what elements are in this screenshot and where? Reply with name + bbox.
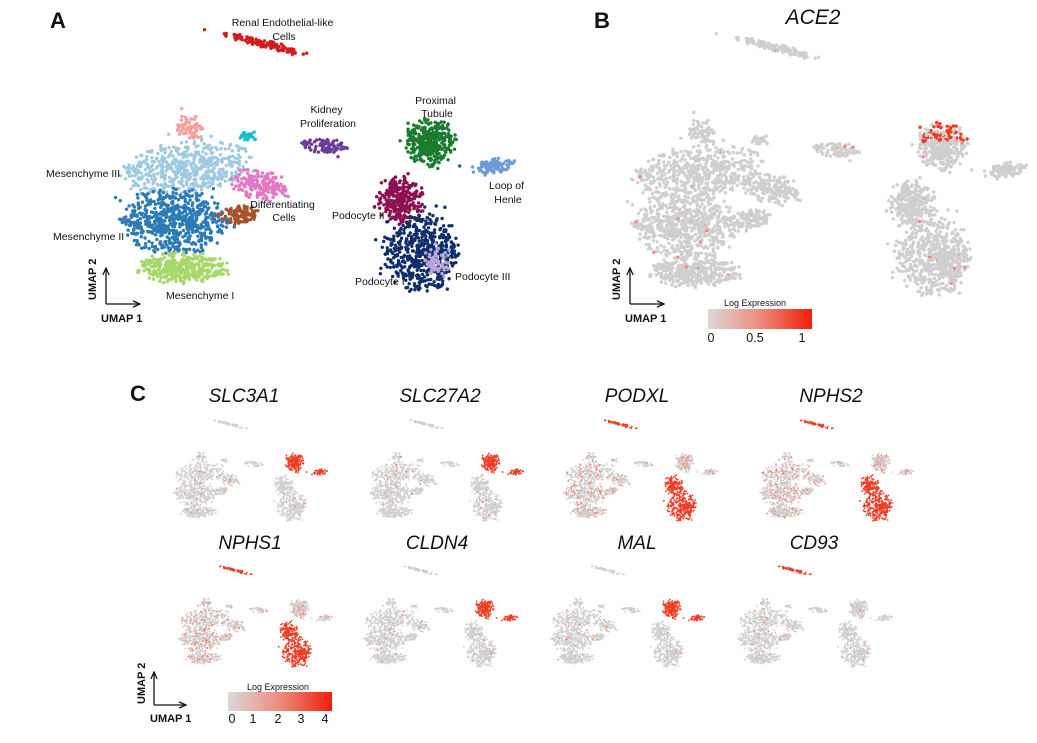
panel-b-legend-colorbar [708,309,812,329]
panel-b-legend: Log Expression 0 0.5 1 [708,298,812,345]
cluster-label-renal: Renal Endothelial-like Cells [232,17,336,43]
panel-b-legend-tick-2: 1 [799,331,806,345]
gene-title-slc3a1: SLC3A1 [209,386,280,407]
cluster-label-podocyte-ii: Podocyte II [332,210,385,222]
panel-b-expression-points [625,32,1029,297]
feature-plot-nphs2 [759,419,915,522]
panel-c-axes: UMAP 2 UMAP 1 [136,663,191,725]
feature-plot-podxl [563,419,719,522]
panel-b-axis-y-label: UMAP 2 [611,259,623,300]
gene-title-mal: MAL [617,533,656,554]
cluster-label-differentiating: Differentiating Cells [250,199,318,224]
panel-a-axis-y-label: UMAP 2 [87,259,99,300]
gene-title-cd93: CD93 [790,533,839,554]
panel-letter-a: A [50,8,66,33]
gene-title-nphs2: NPHS2 [799,386,863,407]
panel-c-gene-titles: SLC3A1 SLC27A2 PODXL NPHS2 NPHS1 CLDN4 M… [209,386,863,554]
feature-plot-cd93 [737,565,893,668]
cluster-label-kidney-proliferation: Kidney Proliferation [300,104,356,130]
cluster-label-loop-of-henle: Loop of Henle [489,180,527,206]
feature-plot-cldn4 [363,565,519,668]
panel-c-legend-tick-1: 1 [250,712,257,726]
panel-c-axis-y-label: UMAP 2 [136,663,148,704]
panel-c-axis-x-label: UMAP 1 [150,713,191,725]
panel-b-axis-x-label: UMAP 1 [625,313,666,325]
gene-title-slc27a2: SLC27A2 [399,386,481,407]
panel-c-legend-tick-4: 4 [322,712,329,726]
panel-c-legend-tick-3: 3 [298,712,305,726]
gene-title-nphs1: NPHS1 [218,533,281,554]
feature-plot-nphs1 [178,565,334,668]
feature-plot-slc27a2 [369,419,525,522]
cluster-label-proximal-tubule: Proximal Tubule [415,95,459,120]
panel-a-axes: UMAP 2 UMAP 1 [87,259,142,325]
panel-c-legend-title: Log Expression [247,682,309,692]
panel-a-umap: Renal Endothelial-like Cells Kidney Prol… [46,17,527,325]
cluster-label-mesenchyme-iii: Mesenchyme III [46,168,120,180]
panel-c-legend-tick-2: 2 [275,712,282,726]
cluster-label-podocyte-i: Podocyte I [355,276,405,288]
panel-b-gene-title: ACE2 [784,6,841,29]
panel-a-axis-x-label: UMAP 1 [101,313,142,325]
panel-a-cluster-points [113,28,517,293]
panel-b-axes: UMAP 2 UMAP 1 [611,259,666,325]
feature-plot-slc3a1 [173,419,329,522]
panel-c-legend-colorbar [228,692,332,711]
cluster-label-mesenchyme-i: Mesenchyme I [166,290,234,302]
panel-b-legend-tick-0: 0 [708,331,715,345]
panel-c-legend-tick-0: 0 [229,712,236,726]
panel-letter-b: B [594,8,610,33]
panel-b-legend-title: Log Expression [724,298,786,308]
cluster-label-mesenchyme-ii: Mesenchyme II [53,231,124,243]
feature-plot-mal [550,565,706,668]
panel-c-expression-points [173,419,915,668]
panel-letter-c: C [130,381,146,406]
gene-title-podxl: PODXL [605,386,669,407]
cluster-label-podocyte-iii: Podocyte III [455,271,510,283]
panel-c-marker-genes: SLC3A1 SLC27A2 PODXL NPHS2 NPHS1 CLDN4 M… [136,386,915,726]
panel-b-legend-tick-1: 0.5 [746,331,763,345]
panel-c-legend: Log Expression 0 1 2 3 4 [228,682,332,726]
gene-title-cldn4: CLDN4 [406,533,468,554]
panel-b-ace2: ACE2 UMAP 2 UMAP 1 Log Expression 0 0.5 … [611,6,1029,345]
